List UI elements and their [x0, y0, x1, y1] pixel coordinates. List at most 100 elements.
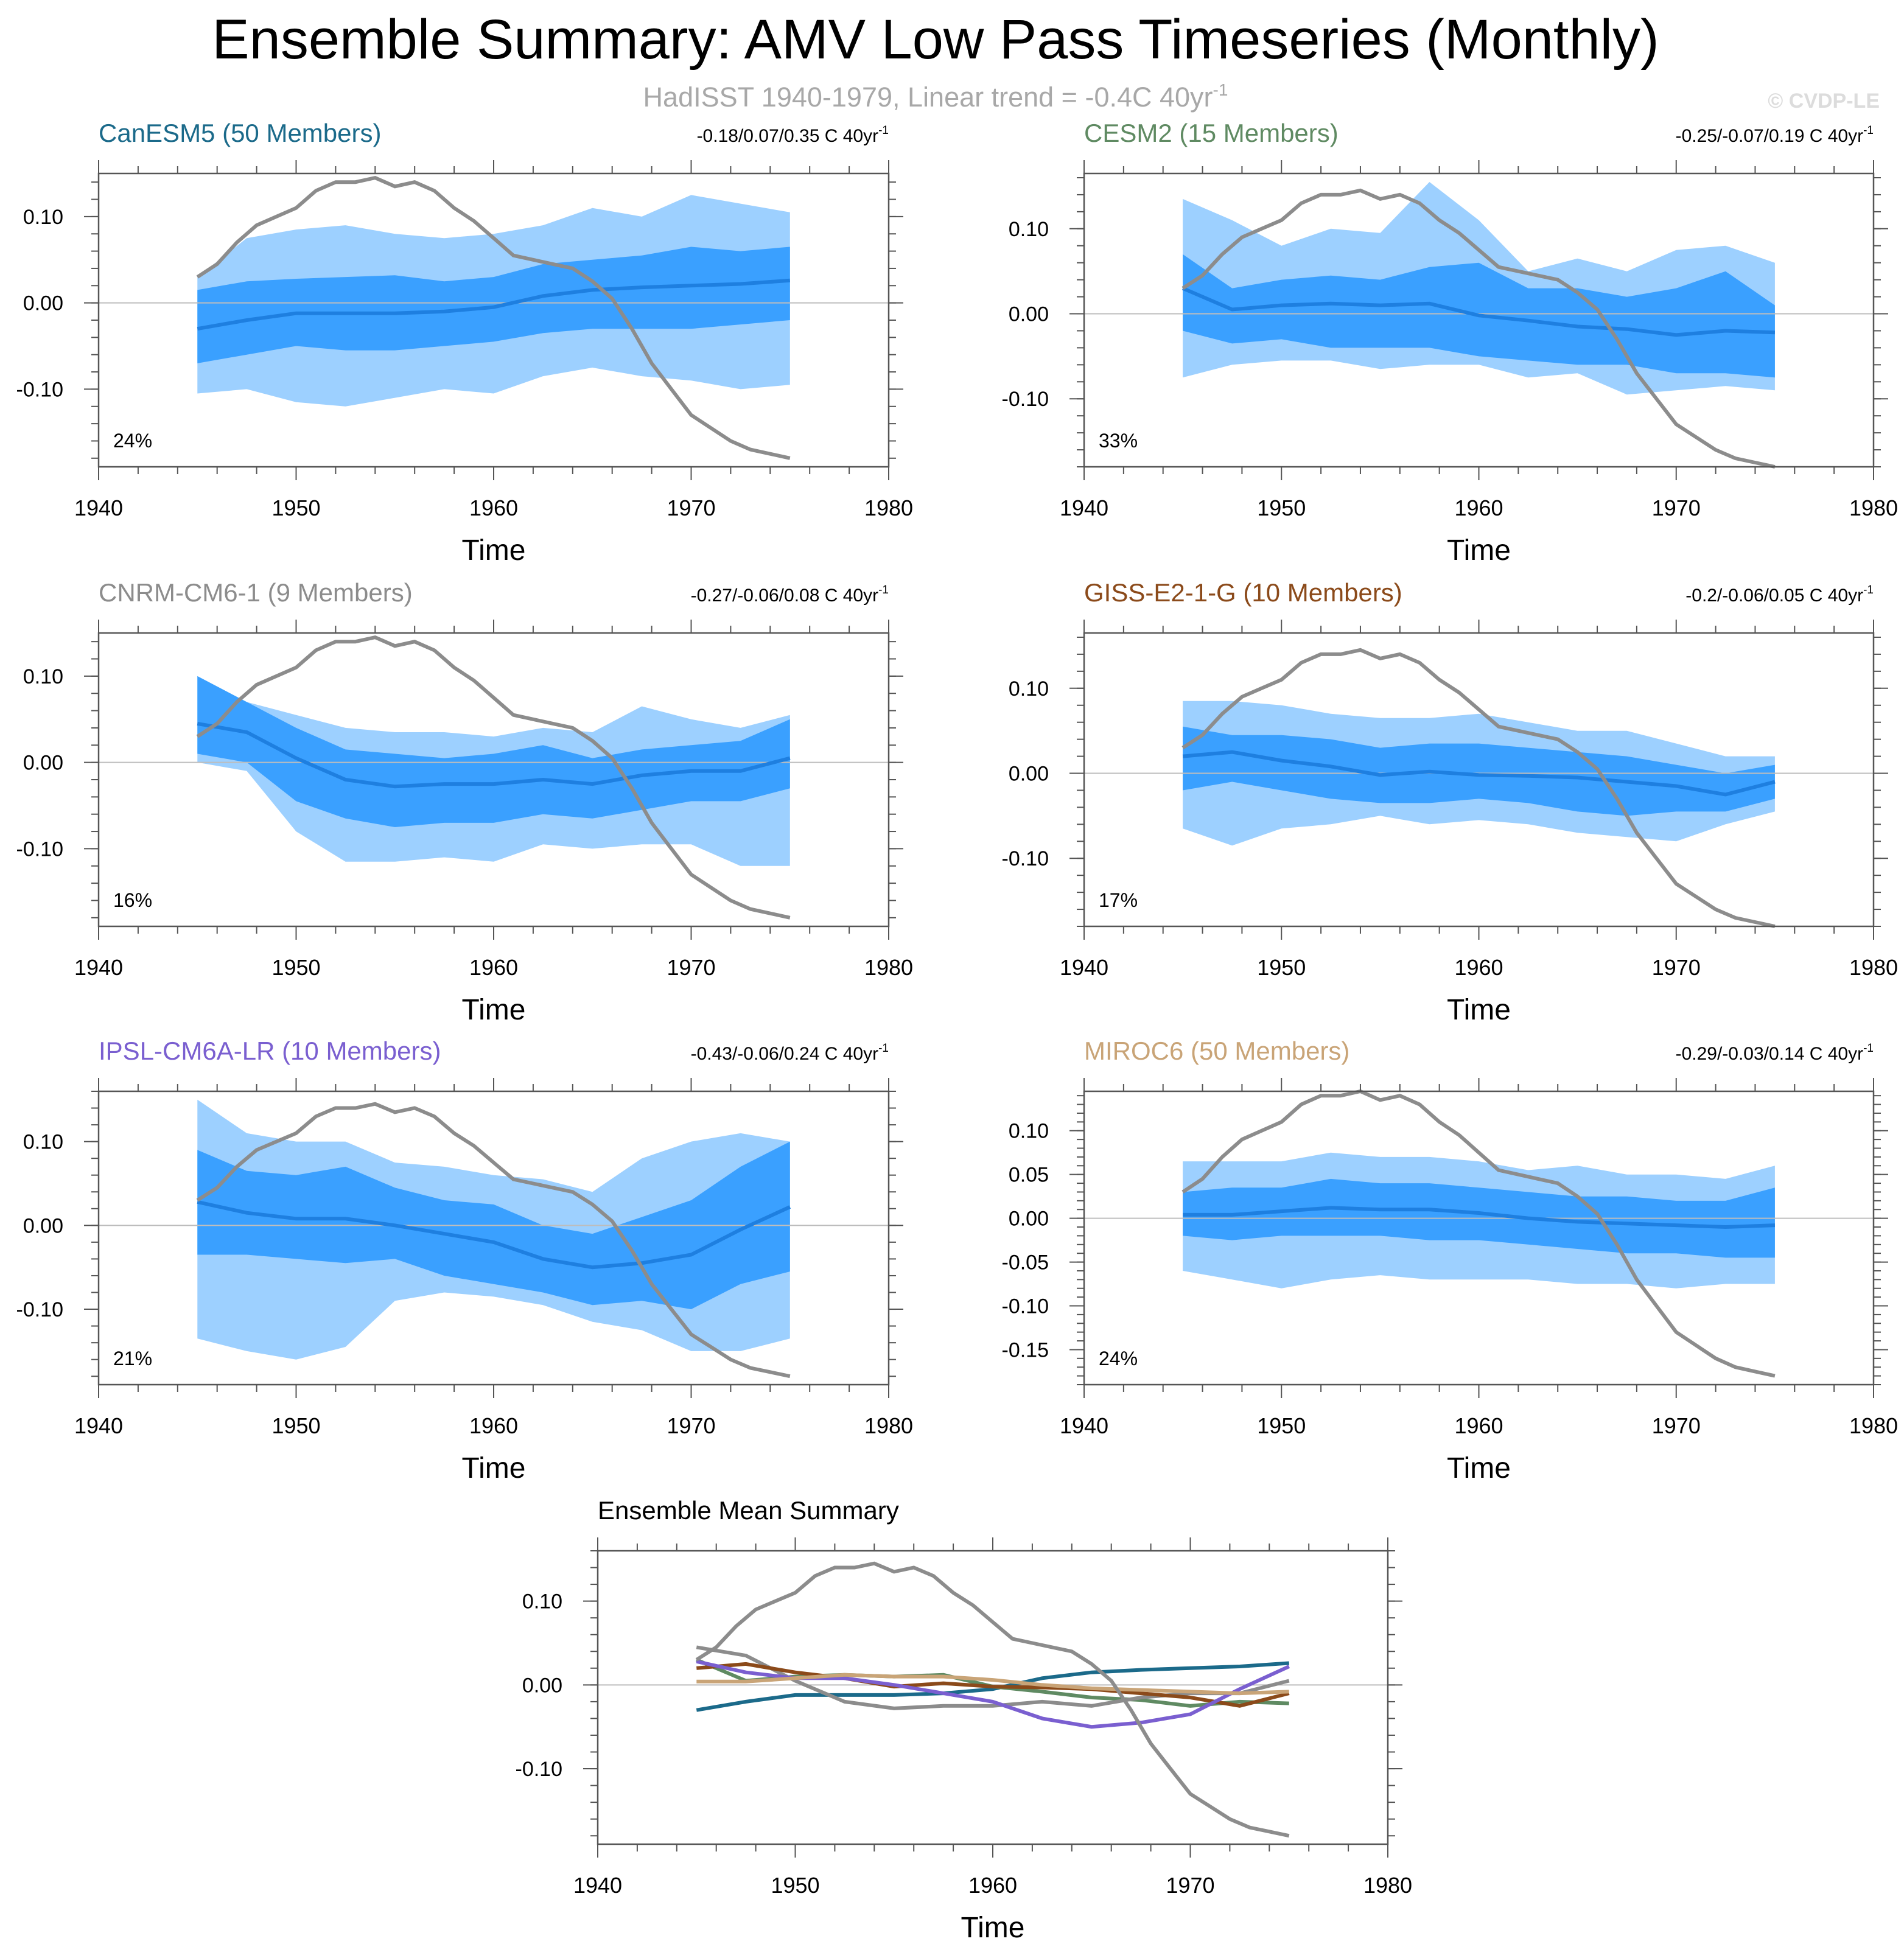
x-tick-label: 1940	[74, 495, 123, 520]
x-tick-label: 1950	[271, 1413, 320, 1438]
panel-title: CESM2 (15 Members)	[1084, 119, 1339, 147]
observation-line	[1181, 648, 1776, 928]
panel-percentage: 24%	[1099, 1348, 1138, 1369]
plot-area	[598, 1551, 1388, 1844]
x-tick-label: 1960	[469, 955, 518, 980]
panel-percentage: 17%	[1099, 889, 1138, 911]
figure-title: Ensemble Summary: AMV Low Pass Timeserie…	[212, 9, 1659, 71]
y-tick-label: -0.10	[1002, 388, 1049, 411]
x-tick-label: 1950	[1257, 1413, 1306, 1438]
inner-spread-band	[197, 246, 790, 363]
ensemble-mean-line	[1182, 750, 1776, 797]
panel-trend-text: -0.43/-0.06/0.24 C 40yr-1	[691, 1042, 889, 1064]
x-tick-label: 1950	[1257, 955, 1306, 980]
x-tick-label: 1960	[968, 1873, 1017, 1898]
y-tick-label: 0.00	[23, 752, 63, 775]
x-tick-label: 1940	[74, 955, 123, 980]
y-tick-label: 0.00	[1009, 763, 1049, 786]
watermark: © CVDP-LE	[1768, 89, 1880, 113]
panel-4: 1940 1950 1960 1970 1980 0.10 0.00 -0.10 Time IPS…	[16, 1037, 914, 1484]
x-tick-label: 1950	[1257, 495, 1306, 520]
observation-line	[196, 175, 791, 460]
panel-title: MIROC6 (50 Members)	[1084, 1037, 1349, 1065]
x-tick-label: 1940	[1060, 1413, 1108, 1438]
y-tick-label: -0.05	[1002, 1251, 1049, 1274]
x-tick-label: 1950	[771, 1873, 819, 1898]
y-tick-label: 0.10	[23, 665, 63, 688]
x-axis-label: Time	[1447, 994, 1511, 1026]
panel-0: 1940 1950 1960 1970 1980 0.10 0.00 -0.10 Time Can…	[16, 119, 914, 567]
figure-subtitle-main: HadISST 1940-1979, Linear trend = -0.4C …	[643, 82, 1213, 113]
panel-title: CanESM5 (50 Members)	[99, 119, 381, 147]
y-tick-label: -0.10	[1002, 1295, 1049, 1318]
x-tick-label: 1980	[1849, 955, 1898, 980]
x-tick-label: 1980	[1849, 1413, 1898, 1438]
x-axis-label: Time	[462, 1452, 526, 1484]
panel-title: CNRM-CM6-1 (9 Members)	[99, 578, 413, 607]
figure-subtitle: HadISST 1940-1979, Linear trend = -0.4C …	[643, 80, 1228, 113]
panel-percentage: 24%	[113, 430, 152, 452]
series-line-canesm5	[696, 1661, 1290, 1712]
y-tick-label: 0.10	[23, 206, 63, 229]
x-axis-label: Time	[961, 1912, 1025, 1944]
figure-subtitle-sup: -1	[1213, 80, 1228, 99]
panel-2: 1940 1950 1960 1970 1980 0.10 0.00 -0.10 Time CNR…	[16, 578, 914, 1026]
x-tick-label: 1970	[1652, 955, 1701, 980]
y-tick-label: 0.05	[1009, 1164, 1049, 1187]
x-tick-label: 1970	[667, 495, 715, 520]
y-tick-label: 0.00	[23, 292, 63, 315]
panel-trend-text: -0.29/-0.03/0.14 C 40yr-1	[1676, 1042, 1874, 1064]
x-tick-label: 1940	[74, 1413, 123, 1438]
x-tick-label: 1970	[667, 1413, 715, 1438]
observation-line	[1181, 1089, 1776, 1378]
panel-trend-text: -0.2/-0.06/0.05 C 40yr-1	[1685, 584, 1874, 606]
x-tick-label: 1940	[1060, 955, 1108, 980]
panel-trend-text: -0.27/-0.06/0.08 C 40yr-1	[691, 584, 889, 606]
x-tick-label: 1970	[667, 955, 715, 980]
x-tick-label: 1960	[469, 1413, 518, 1438]
observation-line	[1181, 188, 1776, 469]
y-tick-label: 0.10	[1009, 677, 1049, 701]
panel-percentage: 16%	[113, 889, 152, 911]
x-tick-label: 1980	[1849, 495, 1898, 520]
y-tick-label: -0.10	[16, 1298, 64, 1321]
x-tick-label: 1970	[1652, 1413, 1701, 1438]
ensemble-mean-line	[1183, 1206, 1776, 1229]
y-tick-label: 0.10	[23, 1131, 63, 1154]
x-tick-label: 1940	[573, 1873, 622, 1898]
x-tick-label: 1950	[271, 955, 320, 980]
ensemble-mean-line	[1181, 286, 1776, 337]
x-tick-label: 1980	[864, 495, 913, 520]
x-axis-label: Time	[1447, 1452, 1511, 1484]
x-tick-label: 1980	[864, 1413, 913, 1438]
panel-trend-text: -0.25/-0.07/0.19 C 40yr-1	[1676, 124, 1874, 146]
panel-title: GISS-E2-1-G (10 Members)	[1084, 578, 1402, 607]
x-tick-label: 1940	[1060, 495, 1108, 520]
y-tick-label: 0.10	[1009, 1120, 1049, 1143]
y-tick-label: -0.10	[516, 1758, 563, 1781]
panel-3: 1940 1950 1960 1970 1980 0.10 0.00 -0.10 Time GIS…	[1002, 578, 1899, 1026]
observation-line	[196, 635, 791, 920]
y-tick-label: 0.00	[1009, 303, 1049, 326]
panel-title: IPSL-CM6A-LR (10 Members)	[99, 1037, 441, 1065]
ensemble-mean-line	[197, 1200, 791, 1270]
y-tick-label: 0.00	[23, 1214, 63, 1237]
series-line-miroc6	[696, 1673, 1289, 1696]
x-tick-label: 1950	[271, 495, 320, 520]
y-tick-label: -0.15	[1002, 1338, 1049, 1362]
y-tick-label: 0.00	[522, 1674, 562, 1697]
inner-spread-band	[197, 676, 790, 827]
y-tick-label: -0.10	[16, 837, 64, 861]
panel-percentage: 33%	[1099, 430, 1138, 452]
ensemble-mean-line	[197, 721, 791, 789]
y-tick-label: -0.10	[1002, 847, 1049, 870]
observation-line	[196, 1102, 791, 1379]
observation-line	[695, 1561, 1290, 1838]
inner-spread-band	[1183, 726, 1775, 816]
x-axis-label: Time	[462, 534, 526, 567]
x-tick-label: 1980	[864, 955, 913, 980]
x-tick-label: 1970	[1652, 495, 1701, 520]
panels-container: 1940 1950 1960 1970 1980 0.10 0.00 -0.10 Time Can…	[16, 119, 1899, 1944]
panel-6: 1940 1950 1960 1970 1980 0.10 0.00 -0.10 Time Ens…	[516, 1496, 1413, 1944]
